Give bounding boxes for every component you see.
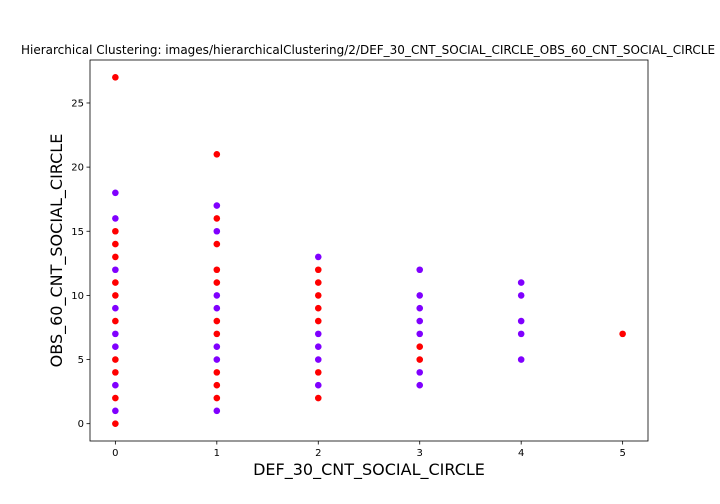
data-point: [112, 292, 119, 299]
data-point: [112, 279, 119, 286]
data-point: [112, 330, 119, 338]
y-tick-label: 25: [71, 98, 84, 109]
data-point: [314, 381, 322, 389]
data-point: [112, 420, 119, 427]
data-point: [213, 330, 221, 338]
data-point: [416, 292, 424, 299]
y-axis-ticks: 0 5 10 15 20 25: [71, 98, 90, 430]
data-point: [112, 215, 119, 222]
data-point: [112, 266, 119, 274]
x-tick-label: 4: [518, 448, 524, 459]
data-point: [416, 317, 424, 325]
data-point: [213, 202, 221, 209]
data-point: [112, 381, 119, 389]
data-point: [517, 330, 525, 338]
data-point: [112, 227, 119, 235]
x-tick-label: 5: [619, 448, 625, 459]
data-point: [213, 317, 221, 325]
data-point: [112, 369, 119, 376]
data-point: [213, 240, 221, 248]
data-point: [314, 266, 322, 274]
data-point: [314, 343, 322, 351]
data-point: [314, 253, 322, 261]
y-tick-label: 20: [71, 163, 84, 174]
chart-title: Hierarchical Clustering: images/hierarch…: [21, 43, 715, 57]
data-point: [112, 74, 119, 81]
y-tick-label: 5: [78, 355, 84, 366]
data-point: [416, 356, 424, 363]
data-point: [314, 330, 322, 338]
data-point: [314, 317, 322, 325]
data-point: [112, 240, 119, 248]
data-point: [112, 407, 119, 415]
x-axis-label: DEF_30_CNT_SOCIAL_CIRCLE: [253, 460, 485, 480]
data-point: [416, 330, 424, 338]
x-tick-label: 3: [417, 448, 423, 459]
data-point: [416, 266, 424, 274]
x-tick-label: 1: [214, 448, 220, 459]
plot-background: [90, 60, 648, 441]
data-point: [314, 292, 322, 299]
y-axis-label: OBS_60_CNT_SOCIAL_CIRCLE: [47, 134, 67, 368]
plot-area: [90, 60, 648, 441]
data-point: [112, 317, 119, 325]
data-point: [213, 407, 221, 415]
data-point: [112, 343, 119, 351]
data-point: [416, 304, 424, 312]
data-point: [314, 279, 322, 286]
x-axis-ticks: 0 1 2 3 4 5: [112, 441, 626, 459]
data-point: [213, 381, 221, 389]
data-point: [213, 304, 221, 312]
data-point: [619, 330, 626, 338]
data-point: [314, 304, 322, 312]
data-point: [213, 279, 221, 286]
y-tick-label: 0: [78, 419, 84, 430]
data-point: [517, 317, 525, 325]
data-point: [314, 356, 322, 363]
y-tick-label: 10: [71, 291, 84, 302]
data-point: [213, 356, 221, 363]
data-point: [213, 394, 221, 402]
data-points: [112, 74, 626, 427]
data-point: [416, 343, 424, 351]
plot-frame: [89, 59, 649, 442]
data-point: [112, 356, 119, 363]
data-point: [314, 394, 322, 402]
data-point: [213, 369, 221, 376]
data-point: [213, 215, 221, 222]
data-point: [416, 381, 424, 389]
data-point: [517, 292, 525, 299]
series-cluster-red: [112, 74, 626, 427]
data-point: [314, 369, 322, 376]
data-point: [517, 356, 525, 363]
data-point: [112, 253, 119, 261]
data-point: [416, 369, 424, 376]
data-point: [213, 227, 221, 235]
data-point: [213, 150, 221, 158]
x-tick-label: 0: [112, 448, 118, 459]
data-point: [112, 394, 119, 402]
series-cluster-purple: [112, 189, 525, 415]
data-point: [112, 189, 119, 197]
data-point: [213, 292, 221, 299]
data-point: [112, 304, 119, 312]
data-point: [213, 343, 221, 351]
y-tick-label: 15: [71, 227, 84, 238]
data-point: [517, 279, 525, 286]
x-tick-label: 2: [315, 448, 321, 459]
data-point: [213, 266, 221, 274]
